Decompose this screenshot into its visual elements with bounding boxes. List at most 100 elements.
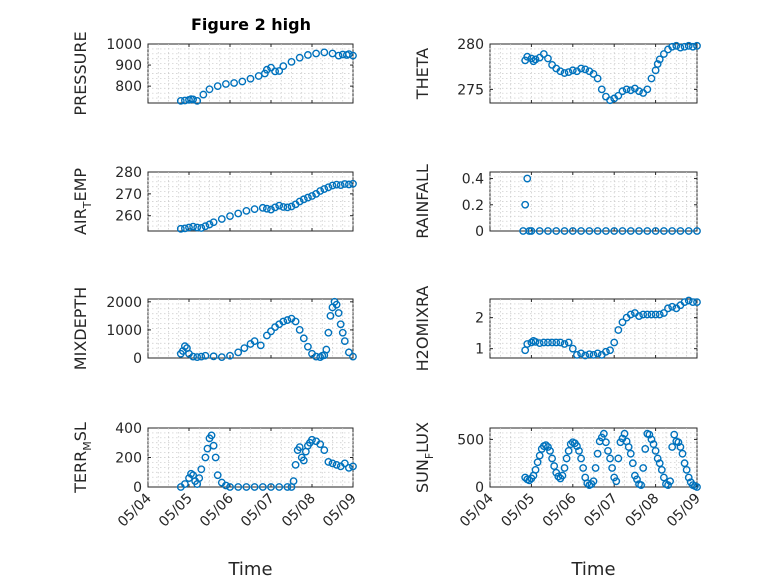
data-point [628, 459, 637, 468]
data-point [195, 474, 204, 483]
data-point [560, 227, 569, 235]
xtick-label: 05/07 [238, 491, 278, 531]
data-point [340, 337, 349, 346]
data-point [308, 192, 316, 200]
data-point [541, 441, 550, 450]
xtick-label: 05/07 [581, 491, 621, 531]
data-point [548, 338, 556, 347]
data-point [217, 353, 226, 362]
subplot-theta: 275 280 THETA [413, 37, 701, 105]
data-point [349, 179, 357, 188]
data-point [670, 430, 679, 439]
data-point [267, 205, 275, 214]
data-point [283, 316, 292, 324]
data-point [344, 463, 353, 472]
data-point [624, 443, 633, 451]
data-point [606, 96, 614, 105]
data-point [591, 464, 600, 472]
data-point [287, 202, 296, 211]
data-point [234, 348, 243, 357]
data-point [653, 454, 662, 463]
data-point [271, 67, 279, 76]
data-point [606, 346, 614, 355]
data-point [564, 68, 573, 77]
data-point [618, 227, 627, 235]
data-point [668, 302, 677, 311]
data-point [334, 51, 343, 60]
data-point [688, 42, 697, 51]
data-point [246, 74, 255, 83]
data-point [684, 227, 693, 235]
data-point [610, 338, 619, 347]
data-point [659, 309, 668, 317]
data-point [635, 312, 643, 320]
data-point [639, 310, 648, 319]
ylabel-2: AIRTEMP [71, 168, 94, 235]
data-point [250, 337, 259, 346]
data-point [338, 328, 347, 337]
data-point [641, 445, 650, 453]
data-point [655, 55, 664, 64]
xtick-label: 05/05 [498, 491, 538, 531]
data-point [664, 481, 672, 489]
xlabel-terr_msl: Time [227, 559, 272, 580]
data-point [581, 65, 590, 74]
data-point [577, 227, 585, 235]
data-point [668, 227, 677, 235]
data-point [585, 227, 594, 235]
data-point [334, 309, 343, 317]
xlabel-sun_flux: Time [570, 559, 615, 580]
data-point [684, 41, 693, 50]
ytick-label: 0 [475, 480, 484, 496]
data-point [589, 477, 598, 486]
data-point [332, 180, 341, 189]
data-point [606, 454, 614, 463]
data-point [668, 42, 677, 51]
data-point [176, 96, 185, 105]
data-point [299, 195, 308, 204]
data-point [279, 317, 288, 326]
data-point [322, 345, 331, 354]
data-point [213, 471, 222, 480]
ylabel-7: SUNFLUX [413, 422, 436, 493]
data-point [614, 326, 623, 334]
ytick-label: 200 [115, 451, 142, 467]
data-point [242, 206, 251, 215]
ylabel-3: RAINFALL [413, 164, 432, 239]
data-point [643, 227, 652, 235]
ylabel-1: THETA [413, 48, 432, 100]
data-point [209, 441, 218, 450]
subplot-h2omixra: 1 2 H2OMIXRA [413, 286, 701, 372]
data-point [349, 462, 357, 471]
data-point [295, 53, 304, 62]
data-point [653, 60, 662, 68]
data-point [256, 341, 265, 350]
data-point [262, 331, 271, 340]
data-point [527, 227, 536, 235]
data-point [649, 440, 658, 449]
data-point [626, 449, 635, 458]
data-point [295, 443, 304, 452]
data-point [197, 352, 206, 361]
xtick-label: 05/04 [457, 490, 497, 530]
data-point [242, 483, 251, 491]
data-point [523, 174, 532, 183]
data-point [207, 431, 216, 440]
data-point [199, 90, 208, 99]
data-point [577, 64, 585, 73]
data-point [344, 180, 353, 189]
data-point [647, 74, 656, 83]
subplot-terr_msl: 0 200 400 05/04 05/05 05/06 05/07 05/08 05/09 TER… [71, 421, 360, 580]
data-point [291, 460, 300, 469]
data-point [568, 66, 577, 75]
data-point [626, 227, 635, 235]
data-point [291, 317, 300, 326]
ytick-label: 500 [457, 432, 484, 448]
data-point [275, 67, 284, 75]
data-point [647, 435, 656, 444]
data-point [535, 227, 544, 235]
ylabel-5: H2OMIXRA [413, 286, 432, 372]
ytick-label: 0.4 [462, 172, 484, 188]
data-point [593, 74, 602, 83]
data-point [657, 465, 666, 474]
